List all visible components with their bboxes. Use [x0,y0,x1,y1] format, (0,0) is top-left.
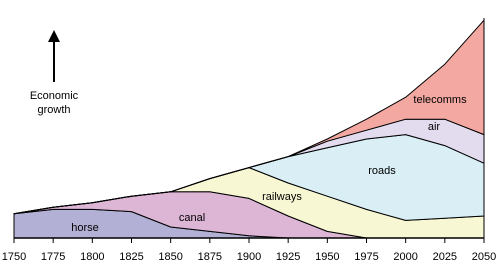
area-label: telecomms [413,94,467,106]
x-tick-label: 2050 [472,251,496,263]
annotation: Economic [30,90,79,102]
x-tick-label: 2025 [433,251,457,263]
area-label: horse [71,222,99,234]
area-label: air [428,121,441,133]
x-tick-label: 1900 [237,251,261,263]
areas [13,19,485,239]
area-label: railways [262,191,302,203]
x-tick-label: 2000 [393,251,417,263]
x-tick-label: 1800 [80,251,104,263]
area-label: canal [179,212,205,224]
x-tick-label: 1850 [158,251,182,263]
x-tick-label: 1875 [198,251,222,263]
x-tick-label: 1950 [315,251,339,263]
x-tick-label: 1750 [2,251,26,263]
growth-arrowhead [48,30,60,42]
x-tick-label: 1925 [276,251,300,263]
area-label: roads [368,165,396,177]
x-tick-label: 1775 [41,251,65,263]
annotation: growth [37,104,70,116]
x-tick-label: 1825 [119,251,143,263]
x-tick-label: 1975 [354,251,378,263]
